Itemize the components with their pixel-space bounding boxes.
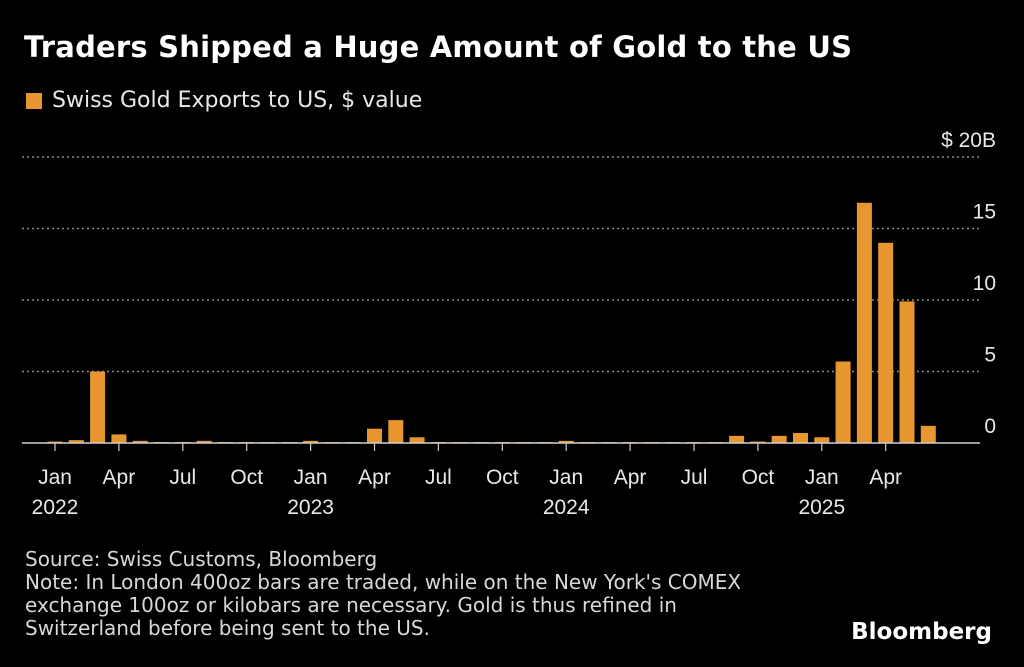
bar (367, 428, 382, 443)
x-tick-label: Jan (549, 466, 583, 489)
legend-swatch (26, 92, 42, 109)
y-axis: 0 5 10 15 $ 20B (941, 129, 996, 438)
x-tick-label: Jan (805, 466, 839, 489)
note-line: exchange 100oz or kilobars are necessary… (25, 593, 677, 617)
x-tick-label: Jul (425, 466, 452, 489)
x-tick-label: Oct (742, 466, 775, 489)
bar (878, 242, 894, 443)
y-tick-label: 10 (973, 272, 996, 295)
bar (303, 440, 319, 443)
note-line: Switzerland before being sent to the US. (25, 616, 430, 640)
x-year-label: 2023 (287, 496, 334, 519)
bloomberg-logo: Bloomberg (851, 619, 992, 645)
x-tick-label: Apr (358, 466, 391, 489)
bar (729, 435, 745, 443)
x-tick-label: Oct (486, 466, 519, 489)
bar (899, 301, 915, 443)
bar (409, 437, 425, 443)
x-tick-label: Apr (103, 466, 136, 489)
x-tick-label: Jan (294, 466, 328, 489)
x-tick-label: Oct (230, 466, 263, 489)
bar (856, 202, 872, 443)
bar (814, 437, 830, 443)
bar (132, 440, 148, 443)
bar (771, 435, 787, 443)
footer: Source: Swiss Customs, Bloomberg Note: I… (25, 548, 741, 640)
x-year-label: 2024 (543, 496, 590, 519)
bar (90, 371, 106, 443)
note-line: Note: In London 400oz bars are traded, w… (25, 570, 742, 594)
bar (388, 420, 404, 443)
grid-layer (22, 156, 980, 373)
x-tick-label: Apr (614, 466, 647, 489)
legend-label: Swiss Gold Exports to US, $ value (52, 88, 423, 113)
bar (920, 425, 936, 443)
x-tick-label: Apr (869, 466, 902, 489)
bar (196, 440, 212, 443)
legend: Swiss Gold Exports to US, $ value (26, 88, 422, 113)
bar-chart: Jan 2022 Apr Jul Oct Jan 2023 Apr Jul Oct Jan 2024 A… (22, 129, 996, 519)
y-tick-label: 0 (984, 415, 996, 438)
y-tick-label: $ 20B (941, 129, 996, 152)
bar (111, 434, 127, 443)
source-text: Source: Swiss Customs, Bloomberg (25, 547, 378, 571)
bar (793, 432, 808, 443)
x-axis: Jan 2022 Apr Jul Oct Jan 2023 Apr Jul Oct Jan 2024 A… (22, 442, 980, 519)
bar (558, 440, 574, 443)
bar (68, 440, 84, 443)
chart-title: Traders Shipped a Huge Amount of Gold to… (24, 30, 853, 64)
bar (835, 361, 851, 443)
y-tick-label: 5 (984, 344, 996, 367)
bars-layer (47, 202, 936, 443)
x-tick-label: Jul (681, 466, 708, 489)
x-year-label: 2022 (32, 496, 79, 519)
x-year-label: 2025 (798, 496, 845, 519)
y-tick-label: 15 (973, 201, 996, 224)
x-tick-label: Jul (169, 466, 196, 489)
x-tick-label: Jan (38, 466, 72, 489)
